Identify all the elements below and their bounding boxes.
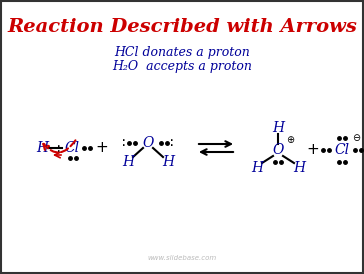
Text: H: H — [293, 161, 305, 175]
Text: :: : — [55, 141, 63, 155]
Text: ⊖: ⊖ — [352, 133, 360, 143]
Text: +: + — [96, 141, 108, 156]
Text: H: H — [122, 155, 134, 169]
Text: HCl donates a proton: HCl donates a proton — [114, 46, 250, 59]
Text: ⊕: ⊕ — [286, 135, 294, 145]
Text: O: O — [272, 143, 284, 157]
Text: Cl: Cl — [335, 143, 349, 157]
Text: :: : — [168, 136, 176, 150]
Text: H: H — [162, 155, 174, 169]
Text: +: + — [306, 142, 319, 158]
Text: H: H — [272, 121, 284, 135]
Text: H: H — [251, 161, 263, 175]
Text: H: H — [36, 141, 48, 155]
Text: www.slidebase.com: www.slidebase.com — [147, 255, 217, 261]
Text: :: : — [120, 136, 128, 150]
Text: Cl: Cl — [64, 141, 80, 155]
Text: O: O — [142, 136, 154, 150]
Text: H₂O  accepts a proton: H₂O accepts a proton — [112, 60, 252, 73]
Text: Reaction Described with Arrows: Reaction Described with Arrows — [7, 18, 357, 36]
